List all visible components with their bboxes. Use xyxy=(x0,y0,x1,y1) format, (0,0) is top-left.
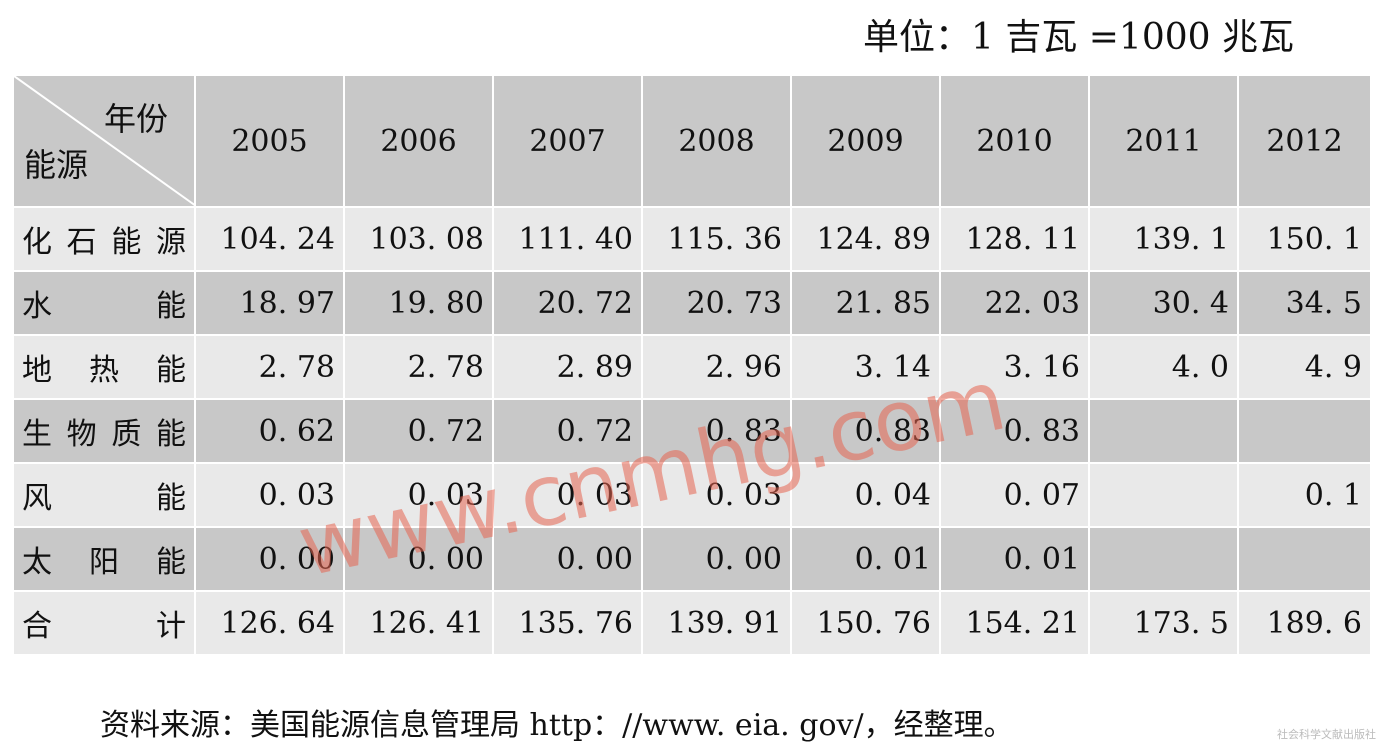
value-cell: 0. 83 xyxy=(790,398,941,464)
value-cell: 0. 04 xyxy=(790,462,941,528)
value-cell: 30. 4 xyxy=(1088,270,1239,336)
row-label: 合计 xyxy=(12,590,196,656)
value-cell: 173. 5 xyxy=(1088,590,1239,656)
value-cell: 0. 00 xyxy=(343,526,494,592)
year-header: 2010 xyxy=(939,74,1090,208)
value-cell xyxy=(1237,526,1372,592)
value-cell: 4. 9 xyxy=(1237,334,1372,400)
value-cell: 0. 01 xyxy=(790,526,941,592)
value-cell: 0. 1 xyxy=(1237,462,1372,528)
value-cell: 104. 24 xyxy=(194,206,345,272)
table-row: 风能 0. 03 0. 03 0. 03 0. 03 0. 04 0. 07 0… xyxy=(12,462,1372,528)
value-cell: 0. 07 xyxy=(939,462,1090,528)
table-row-total: 合计 126. 64 126. 41 135. 76 139. 91 150. … xyxy=(12,590,1372,656)
value-cell: 2. 78 xyxy=(194,334,345,400)
value-cell: 0. 03 xyxy=(343,462,494,528)
table-row: 太阳能 0. 00 0. 00 0. 00 0. 00 0. 01 0. 01 xyxy=(12,526,1372,592)
value-cell: 0. 00 xyxy=(492,526,643,592)
row-label: 化石能源 xyxy=(12,206,196,272)
year-header: 2009 xyxy=(790,74,941,208)
source-note: 资料来源：美国能源信息管理局 http：//www. eia. gov/，经整理… xyxy=(100,708,1014,743)
corner-year-label: 年份 xyxy=(103,100,168,138)
value-cell: 0. 72 xyxy=(492,398,643,464)
row-label: 地热能 xyxy=(12,334,196,400)
table-row: 水能 18. 97 19. 80 20. 72 20. 73 21. 85 22… xyxy=(12,270,1372,336)
value-cell: 135. 76 xyxy=(492,590,643,656)
value-cell: 0. 03 xyxy=(492,462,643,528)
value-cell: 2. 96 xyxy=(641,334,792,400)
year-header: 2012 xyxy=(1237,74,1372,208)
value-cell: 0. 03 xyxy=(641,462,792,528)
value-cell: 0. 00 xyxy=(641,526,792,592)
value-cell: 154. 21 xyxy=(939,590,1090,656)
value-cell: 189. 6 xyxy=(1237,590,1372,656)
value-cell: 126. 64 xyxy=(194,590,345,656)
value-cell: 126. 41 xyxy=(343,590,494,656)
value-cell: 0. 01 xyxy=(939,526,1090,592)
value-cell: 150. 76 xyxy=(790,590,941,656)
value-cell xyxy=(1088,526,1239,592)
year-header: 2006 xyxy=(343,74,494,208)
row-label: 太阳能 xyxy=(12,526,196,592)
value-cell: 4. 0 xyxy=(1088,334,1239,400)
value-cell: 139. 1 xyxy=(1088,206,1239,272)
row-label: 生物质能 xyxy=(12,398,196,464)
corner-energy-label: 能源 xyxy=(24,146,89,184)
value-cell: 0. 62 xyxy=(194,398,345,464)
energy-capacity-table: 年份 能源 2005 2006 2007 2008 2009 2010 2011… xyxy=(12,74,1372,656)
table-row: 生物质能 0. 62 0. 72 0. 72 0. 83 0. 83 0. 83 xyxy=(12,398,1372,464)
value-cell: 2. 89 xyxy=(492,334,643,400)
value-cell: 34. 5 xyxy=(1237,270,1372,336)
value-cell: 150. 1 xyxy=(1237,206,1372,272)
value-cell xyxy=(1088,462,1239,528)
value-cell: 3. 16 xyxy=(939,334,1090,400)
value-cell: 20. 73 xyxy=(641,270,792,336)
value-cell: 3. 14 xyxy=(790,334,941,400)
value-cell: 0. 83 xyxy=(939,398,1090,464)
value-cell xyxy=(1237,398,1372,464)
year-header: 2011 xyxy=(1088,74,1239,208)
year-header: 2008 xyxy=(641,74,792,208)
unit-note: 单位：1 吉瓦 =1000 兆瓦 xyxy=(862,17,1294,58)
year-header: 2005 xyxy=(194,74,345,208)
value-cell: 18. 97 xyxy=(194,270,345,336)
value-cell: 22. 03 xyxy=(939,270,1090,336)
value-cell: 20. 72 xyxy=(492,270,643,336)
value-cell: 124. 89 xyxy=(790,206,941,272)
year-header: 2007 xyxy=(492,74,643,208)
value-cell: 103. 08 xyxy=(343,206,494,272)
table-row: 地热能 2. 78 2. 78 2. 89 2. 96 3. 14 3. 16 … xyxy=(12,334,1372,400)
value-cell: 139. 91 xyxy=(641,590,792,656)
table-row: 化石能源 104. 24 103. 08 111. 40 115. 36 124… xyxy=(12,206,1372,272)
value-cell: 111. 40 xyxy=(492,206,643,272)
value-cell: 128. 11 xyxy=(939,206,1090,272)
value-cell xyxy=(1088,398,1239,464)
value-cell: 21. 85 xyxy=(790,270,941,336)
value-cell: 0. 83 xyxy=(641,398,792,464)
diagonal-divider xyxy=(15,77,193,205)
value-cell: 0. 72 xyxy=(343,398,494,464)
value-cell: 19. 80 xyxy=(343,270,494,336)
corner-header-cell: 年份 能源 xyxy=(12,74,196,208)
row-label: 水能 xyxy=(12,270,196,336)
value-cell: 2. 78 xyxy=(343,334,494,400)
publisher-mark: 社会科学文献出版社 xyxy=(1277,728,1376,741)
value-cell: 0. 03 xyxy=(194,462,345,528)
value-cell: 0. 00 xyxy=(194,526,345,592)
value-cell: 115. 36 xyxy=(641,206,792,272)
header-row: 年份 能源 2005 2006 2007 2008 2009 2010 2011… xyxy=(12,74,1372,208)
row-label: 风能 xyxy=(12,462,196,528)
